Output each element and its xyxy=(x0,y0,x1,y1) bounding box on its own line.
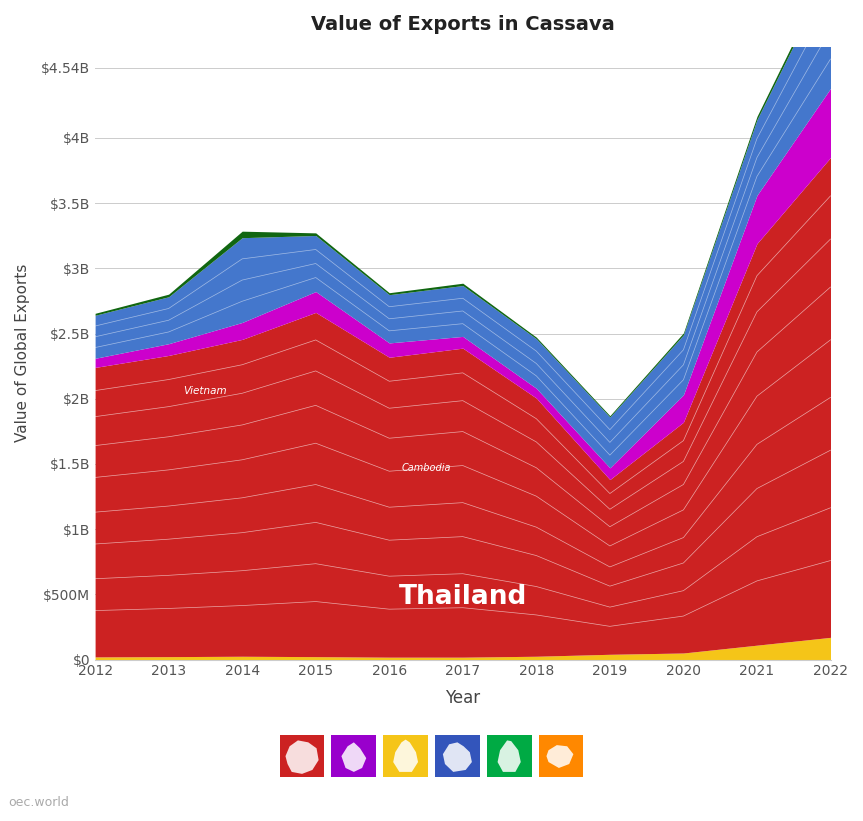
Text: Cambodia: Cambodia xyxy=(401,463,450,473)
Text: Thailand: Thailand xyxy=(399,584,527,610)
Text: oec.world: oec.world xyxy=(9,796,70,809)
X-axis label: Year: Year xyxy=(445,690,481,708)
Title: Value of Exports in Cassava: Value of Exports in Cassava xyxy=(311,15,614,34)
Y-axis label: Value of Global Exports: Value of Global Exports xyxy=(15,264,30,443)
Text: Vietnam: Vietnam xyxy=(183,386,227,396)
